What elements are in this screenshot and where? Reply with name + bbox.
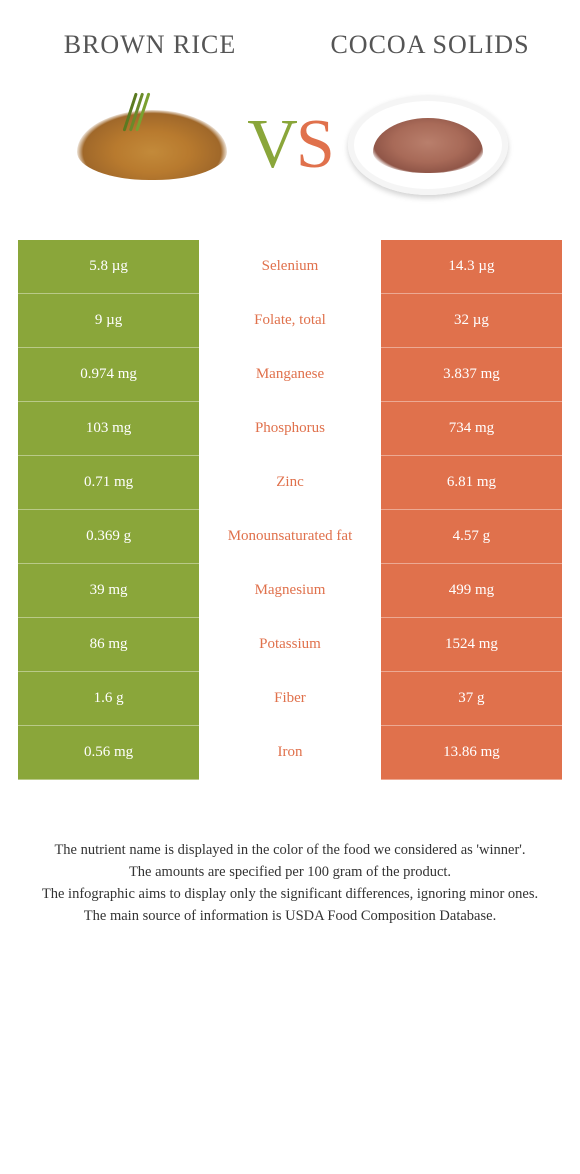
right-value-cell: 499 mg (381, 564, 562, 618)
nutrient-name-cell: Magnesium (199, 564, 381, 618)
footer-line-4: The main source of information is USDA F… (30, 906, 550, 927)
nutrient-name-cell: Fiber (199, 672, 381, 726)
table-row: 9 µgFolate, total32 µg (18, 294, 562, 348)
hero-row: VS (0, 70, 580, 240)
table-row: 103 mgPhosphorus734 mg (18, 402, 562, 456)
nutrient-name-cell: Phosphorus (199, 402, 381, 456)
nutrient-name-cell: Iron (199, 726, 381, 780)
brown-rice-image (64, 80, 239, 210)
table-row: 5.8 µgSelenium14.3 µg (18, 240, 562, 294)
right-value-cell: 4.57 g (381, 510, 562, 564)
left-value-cell: 0.56 mg (18, 726, 199, 780)
left-value-cell: 103 mg (18, 402, 199, 456)
nutrient-name-cell: Selenium (199, 240, 381, 294)
plate-icon (348, 95, 508, 195)
left-food-title: BROWN RICE (50, 30, 250, 60)
table-row: 1.6 gFiber37 g (18, 672, 562, 726)
table-row: 39 mgMagnesium499 mg (18, 564, 562, 618)
right-food-title: COCOA SOLIDS (330, 30, 530, 60)
vs-label: VS (247, 110, 333, 180)
table-row: 0.71 mgZinc6.81 mg (18, 456, 562, 510)
right-value-cell: 3.837 mg (381, 348, 562, 402)
nutrient-table: 5.8 µgSelenium14.3 µg9 µgFolate, total32… (18, 240, 562, 780)
vs-s: S (296, 106, 333, 183)
table-row: 0.369 gMonounsaturated fat4.57 g (18, 510, 562, 564)
footer-line-1: The nutrient name is displayed in the co… (30, 840, 550, 861)
left-value-cell: 9 µg (18, 294, 199, 348)
cocoa-pile-icon (373, 118, 483, 173)
right-value-cell: 14.3 µg (381, 240, 562, 294)
right-value-cell: 13.86 mg (381, 726, 562, 780)
footer-notes: The nutrient name is displayed in the co… (0, 780, 580, 927)
left-value-cell: 0.71 mg (18, 456, 199, 510)
header: BROWN RICE COCOA SOLIDS (0, 0, 580, 70)
cocoa-image (341, 80, 516, 210)
vs-v: V (247, 106, 296, 183)
nutrient-name-cell: Zinc (199, 456, 381, 510)
table-row: 86 mgPotassium1524 mg (18, 618, 562, 672)
footer-line-3: The infographic aims to display only the… (30, 884, 550, 905)
left-value-cell: 1.6 g (18, 672, 199, 726)
left-value-cell: 86 mg (18, 618, 199, 672)
left-value-cell: 39 mg (18, 564, 199, 618)
right-value-cell: 6.81 mg (381, 456, 562, 510)
nutrient-name-cell: Folate, total (199, 294, 381, 348)
right-value-cell: 32 µg (381, 294, 562, 348)
footer-line-2: The amounts are specified per 100 gram o… (30, 862, 550, 883)
right-value-cell: 37 g (381, 672, 562, 726)
nutrient-name-cell: Potassium (199, 618, 381, 672)
right-value-cell: 734 mg (381, 402, 562, 456)
left-value-cell: 0.369 g (18, 510, 199, 564)
left-value-cell: 5.8 µg (18, 240, 199, 294)
right-value-cell: 1524 mg (381, 618, 562, 672)
nutrient-name-cell: Monounsaturated fat (199, 510, 381, 564)
table-row: 0.56 mgIron13.86 mg (18, 726, 562, 780)
left-value-cell: 0.974 mg (18, 348, 199, 402)
table-row: 0.974 mgManganese3.837 mg (18, 348, 562, 402)
rice-pile-icon (77, 110, 227, 180)
nutrient-name-cell: Manganese (199, 348, 381, 402)
